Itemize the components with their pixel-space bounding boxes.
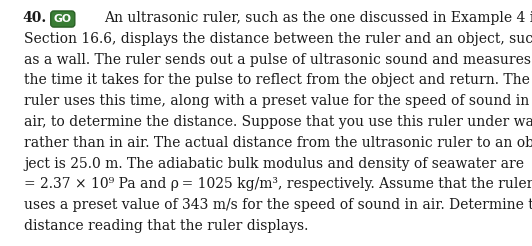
- Text: 40.: 40.: [22, 11, 47, 25]
- Text: the time it takes for the pulse to reflect from the object and return. The: the time it takes for the pulse to refle…: [24, 73, 530, 87]
- Text: ject is 25.0 m. The adiabatic bulk modulus and density of seawater are: ject is 25.0 m. The adiabatic bulk modul…: [24, 157, 528, 170]
- Text: uses a preset value of 343 m/s for the speed of sound in air. Determine the: uses a preset value of 343 m/s for the s…: [24, 198, 532, 212]
- Text: GO: GO: [54, 14, 72, 24]
- Text: rather than in air. The actual distance from the ultrasonic ruler to an ob-: rather than in air. The actual distance …: [24, 136, 532, 150]
- Text: distance reading that the ruler displays.: distance reading that the ruler displays…: [24, 219, 309, 233]
- Text: = 2.37 × 10⁹ Pa and ρ = 1025 kg/m³, respectively. Assume that the ruler: = 2.37 × 10⁹ Pa and ρ = 1025 kg/m³, resp…: [24, 177, 532, 191]
- Text: Section 16.6, displays the distance between the ruler and an object, such: Section 16.6, displays the distance betw…: [24, 32, 532, 46]
- Text: as a wall. The ruler sends out a pulse of ultrasonic sound and measures: as a wall. The ruler sends out a pulse o…: [24, 53, 531, 67]
- Text: An ultrasonic ruler, such as the one discussed in Example 4 in: An ultrasonic ruler, such as the one dis…: [104, 11, 532, 25]
- Text: ruler uses this time, along with a preset value for the speed of sound in: ruler uses this time, along with a prese…: [24, 94, 529, 108]
- Text: air, to determine the distance. Suppose that you use this ruler under water,: air, to determine the distance. Suppose …: [24, 115, 532, 129]
